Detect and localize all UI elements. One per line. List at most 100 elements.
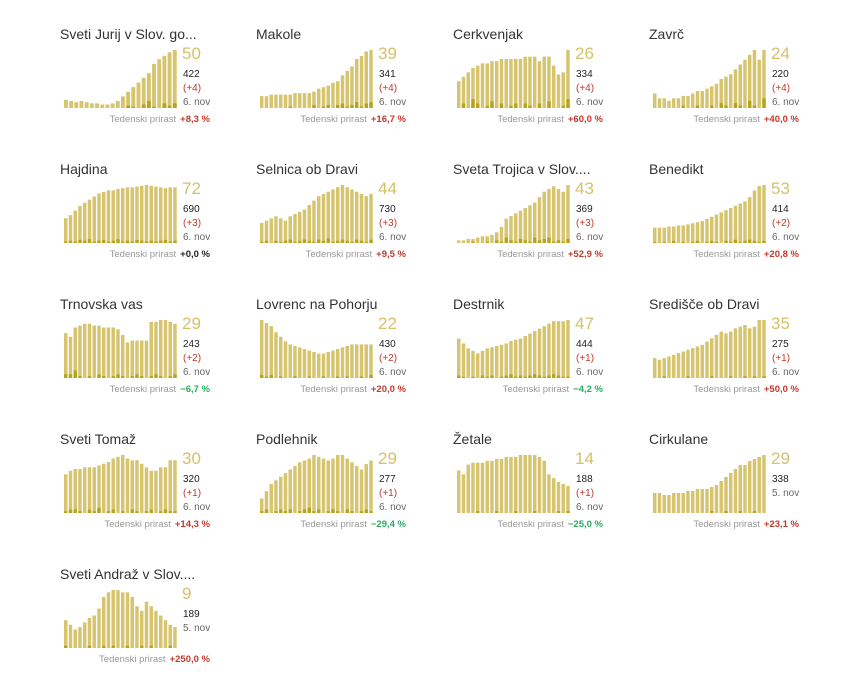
bar-active-cases — [523, 455, 527, 513]
bar-active-cases — [152, 63, 156, 108]
bar-new-cases — [752, 376, 757, 378]
bar-active-cases — [168, 460, 172, 513]
bar-new-cases — [359, 106, 364, 108]
bar-new-cases — [264, 509, 269, 513]
bar-active-cases — [168, 321, 172, 378]
bar-new-cases — [537, 240, 542, 243]
bar-active-cases — [762, 50, 766, 108]
bar-new-cases — [523, 103, 527, 108]
bar-active-cases — [523, 56, 527, 108]
bar-active-cases — [321, 458, 326, 513]
bar-active-cases — [279, 94, 283, 108]
bar-active-cases — [504, 456, 508, 513]
bar-new-cases — [499, 241, 504, 243]
bar-active-cases — [326, 191, 330, 243]
bar-active-cases — [111, 190, 115, 243]
total-count: 369 — [576, 204, 593, 215]
bar-active-cases — [729, 331, 733, 378]
bar-active-cases — [345, 345, 349, 378]
bar-new-cases — [130, 241, 134, 243]
bar-active-cases — [68, 215, 73, 243]
active-count: 26 — [575, 44, 594, 63]
bar-new-cases — [518, 238, 523, 243]
bar-active-cases — [714, 83, 719, 108]
bar-new-cases — [135, 374, 139, 378]
municipality-card: Podlehnik 29 277 (+1) 6. nov Tedenski prirast… — [256, 431, 446, 551]
bar-active-cases — [485, 63, 489, 108]
bar-active-cases — [302, 209, 307, 243]
bar-active-cases — [269, 94, 273, 108]
bar-active-cases — [307, 458, 311, 513]
sparkline-chart — [457, 50, 570, 108]
total-count: 690 — [183, 204, 200, 215]
bar-active-cases — [135, 460, 139, 513]
bar-active-cases — [700, 91, 704, 108]
active-count: 29 — [378, 449, 397, 468]
bar-new-cases — [126, 105, 131, 108]
bar-new-cases — [78, 511, 82, 513]
bar-active-cases — [480, 350, 485, 378]
bar-new-cases — [695, 105, 700, 108]
bar-active-cases — [154, 470, 158, 513]
bar-new-cases — [336, 240, 340, 243]
bar-active-cases — [700, 221, 704, 243]
daily-change: (+4) — [772, 83, 791, 94]
bar-active-cases — [121, 188, 125, 243]
bar-active-cases — [490, 234, 494, 243]
bar-new-cases — [514, 376, 518, 378]
total-count: 334 — [576, 69, 593, 80]
bar-active-cases — [542, 326, 546, 378]
bar-active-cases — [125, 592, 130, 648]
bar-new-cases — [369, 102, 373, 108]
bar-new-cases — [307, 240, 311, 243]
bar-active-cases — [471, 67, 475, 108]
weekly-growth: Tedenski prirast +50,0 % — [649, 384, 799, 395]
bar-active-cases — [149, 606, 153, 648]
bar-new-cases — [274, 511, 278, 513]
weekly-growth: Tedenski prirast −29,4 % — [256, 519, 406, 530]
bar-active-cases — [533, 455, 537, 513]
bar-active-cases — [509, 456, 513, 513]
weekly-growth-value: +14,3 % — [174, 519, 210, 530]
bar-active-cases — [345, 458, 349, 513]
bar-new-cases — [97, 374, 101, 378]
weekly-growth-value: +50,0 % — [763, 384, 799, 395]
bar-active-cases — [495, 61, 499, 108]
bar-active-cases — [552, 65, 556, 108]
bar-new-cases — [509, 240, 513, 243]
sparkline-chart — [653, 50, 766, 108]
bar-active-cases — [657, 98, 662, 108]
date-label: 6. nov — [772, 232, 800, 243]
bar-new-cases — [552, 374, 556, 378]
bar-new-cases — [288, 239, 292, 243]
bar-new-cases — [283, 240, 288, 243]
bar-active-cases — [321, 87, 326, 108]
bar-new-cases — [87, 239, 92, 243]
municipality-name: Selnica ob Dravi — [256, 161, 358, 177]
bar-active-cases — [514, 58, 518, 108]
bar-active-cases — [126, 91, 131, 108]
bar-new-cases — [476, 511, 480, 513]
weekly-growth-label: Tedenski prirast — [99, 654, 166, 665]
active-count: 14 — [575, 449, 594, 468]
bar-new-cases — [149, 240, 153, 243]
bar-new-cases — [298, 240, 302, 243]
municipality-card: Zavrč 24 220 (+4) 6. nov Tedenski prirast +40,… — [649, 26, 839, 146]
bar-new-cases — [144, 511, 149, 513]
total-count: 220 — [772, 69, 789, 80]
bar-active-cases — [92, 615, 96, 648]
date-label: 6. nov — [379, 367, 407, 378]
bar-active-cases — [173, 460, 177, 513]
bar-active-cases — [260, 222, 264, 243]
bar-new-cases — [312, 511, 316, 513]
daily-change: (+1) — [772, 353, 791, 364]
active-count: 24 — [771, 44, 790, 63]
bar-new-cases — [97, 507, 101, 513]
bar-new-cases — [662, 376, 666, 378]
bar-active-cases — [130, 460, 134, 513]
bar-new-cases — [149, 645, 153, 648]
bar-new-cases — [345, 376, 349, 378]
bar-active-cases — [466, 72, 470, 108]
bar-active-cases — [317, 456, 321, 513]
date-label: 6. nov — [576, 232, 604, 243]
